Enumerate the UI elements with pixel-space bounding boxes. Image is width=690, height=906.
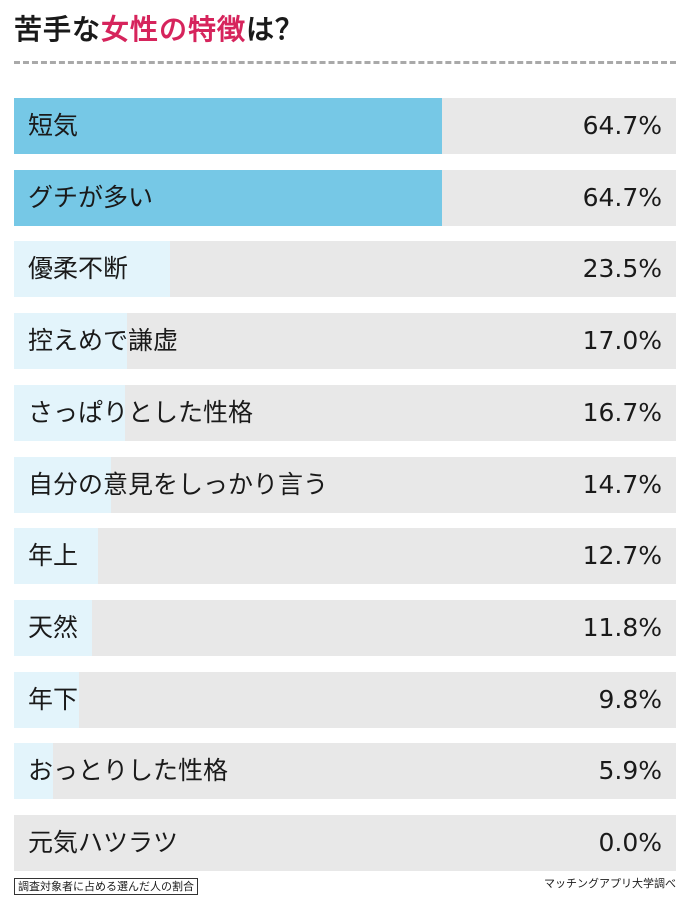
bar-row: さっぱりとした性格 16.7% (14, 385, 676, 441)
category-label: 自分の意見をしっかり言う (28, 470, 329, 499)
bar-row: 自分の意見をしっかり言う 14.7% (14, 457, 676, 513)
bar (14, 457, 112, 513)
title-divider (14, 61, 676, 64)
category-label: さっぱりとした性格 (28, 398, 254, 427)
bar (14, 528, 99, 584)
footnote: 調査対象者に占める選んだ人の割合 (14, 878, 198, 895)
bar-row: 天然 11.8% (14, 600, 676, 656)
value-label: 11.8% (582, 613, 662, 642)
bar-row: 年下 9.8% (14, 672, 676, 728)
value-label: 64.7% (582, 111, 662, 140)
bar-row: 優柔不断 23.5% (14, 241, 676, 297)
bar-row: 年上 12.7% (14, 528, 676, 584)
value-label: 5.9% (598, 756, 662, 785)
bar (14, 385, 125, 441)
bar-row: 短気 64.7% (14, 98, 676, 154)
chart-title: 苦手な女性の特徴は？ (14, 10, 304, 50)
value-label: 14.7% (582, 470, 662, 499)
value-label: 23.5% (582, 254, 662, 283)
category-label: 天然 (28, 613, 79, 642)
bar (14, 241, 170, 297)
category-label: 年上 (28, 541, 79, 570)
bar (14, 170, 443, 226)
category-label: おっとりした性格 (28, 756, 229, 785)
value-label: 16.7% (582, 398, 662, 427)
category-label: 優柔不断 (28, 254, 129, 283)
value-label: 64.7% (582, 183, 662, 212)
source-credit: マッチングアプリ大学調べ (544, 877, 676, 890)
bar-row: 控えめで謙虚 17.0% (14, 313, 676, 369)
bar-row: 元気ハツラツ 0.0% (14, 815, 676, 871)
category-label: 短気 (28, 111, 79, 140)
category-label: 元気ハツラツ (28, 828, 179, 857)
bar (14, 743, 54, 799)
value-label: 17.0% (582, 326, 662, 355)
title-prefix: 苦手な (14, 13, 102, 46)
bar (14, 600, 93, 656)
value-label: 0.0% (598, 828, 662, 857)
category-label: グチが多い (28, 183, 154, 212)
value-label: 12.7% (582, 541, 662, 570)
bar (14, 313, 127, 369)
bar (14, 672, 79, 728)
bar-row: グチが多い 64.7% (14, 170, 676, 226)
title-highlight: 女性の特徴 (101, 13, 247, 46)
title-suffix: は？ (246, 13, 305, 46)
bar-row: おっとりした性格 5.9% (14, 743, 676, 799)
value-label: 9.8% (598, 685, 662, 714)
category-label: 控えめで謙虚 (28, 326, 179, 355)
category-label: 年下 (28, 685, 79, 714)
bar (14, 98, 443, 154)
